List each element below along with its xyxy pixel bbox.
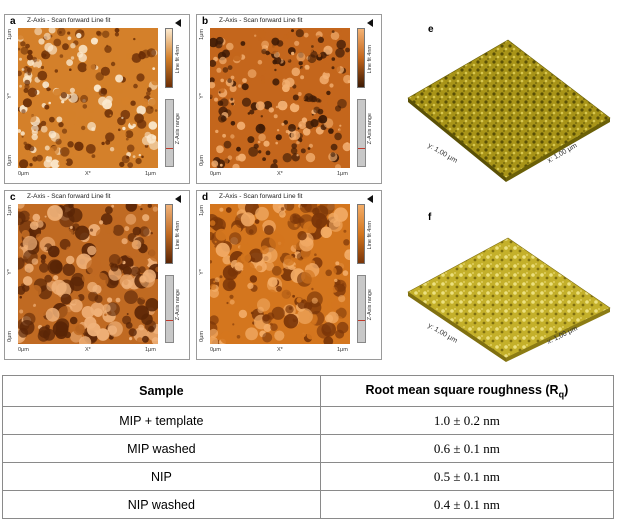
table-row: NIP 0.5 ± 0.1 nm xyxy=(2,462,615,491)
afm-height-map xyxy=(210,204,350,344)
x-tick-left: 0μm xyxy=(18,347,29,353)
sample-cell: MIP washed xyxy=(2,434,321,463)
surface-edge-right xyxy=(506,308,610,362)
x-axis-label: X* xyxy=(277,347,283,353)
color-scale-bar xyxy=(165,28,173,88)
panel-letter: e xyxy=(428,24,434,35)
panel-letter: f xyxy=(428,212,432,223)
triangle-marker-icon xyxy=(367,195,373,203)
z-axis-range-box xyxy=(165,99,174,167)
y-tick-bottom: 0μm xyxy=(199,155,205,166)
sample-cell: NIP washed xyxy=(2,490,321,519)
z-axis-range-box xyxy=(165,275,174,343)
header-roughness: Root mean square roughness (Rq) xyxy=(319,375,615,407)
x-axis-label: X* xyxy=(85,347,91,353)
afm-height-map xyxy=(18,28,158,168)
afm-height-map xyxy=(210,28,350,168)
3d-surface-render xyxy=(407,39,611,182)
y-tick-top: 1μm xyxy=(199,29,205,40)
y-axis-label: Y* xyxy=(199,269,205,275)
surface-edge-left xyxy=(408,292,506,362)
surface-plot-f: f y: 1,00 μm x: 1,00 μm xyxy=(396,200,614,370)
panel-title: Z-Axis - Scan forward Line fit xyxy=(27,193,111,200)
3d-surface-render xyxy=(407,237,611,362)
panel-letter: b xyxy=(202,16,209,27)
sample-cell: MIP + template xyxy=(2,406,321,435)
header-sample: Sample xyxy=(2,375,321,407)
z-axis-range-label: Z-Axis range xyxy=(175,113,181,145)
surface-edge-left xyxy=(408,98,506,182)
header-roughness-close: ) xyxy=(564,382,569,397)
afm-panel-c: c Z-Axis - Scan forward Line fit 1μm Y* … xyxy=(4,190,190,360)
roughness-cell: 0.4 ± 0.1 nm xyxy=(319,490,615,519)
x-tick-right: 1μm xyxy=(337,171,348,177)
surface-face xyxy=(407,39,611,179)
header-roughness-subscript: q xyxy=(558,389,565,400)
y-tick-top: 1μm xyxy=(7,29,13,40)
sample-cell: NIP xyxy=(2,462,321,491)
color-scale-bar xyxy=(165,204,173,264)
color-scale-label: Line fit 4nm xyxy=(175,45,181,74)
y-axis-label: Y* xyxy=(199,93,205,99)
roughness-table: Sample Root mean square roughness (Rq) M… xyxy=(2,375,615,519)
y-axis-label: Y* xyxy=(7,93,13,99)
color-scale-label: Line fit 4nm xyxy=(367,221,373,250)
table-row: MIP + template 1.0 ± 0.2 nm xyxy=(2,406,615,435)
roughness-cell: 0.5 ± 0.1 nm xyxy=(319,462,615,491)
y-axis-label: Y* xyxy=(7,269,13,275)
triangle-marker-icon xyxy=(175,195,181,203)
roughness-cell: 1.0 ± 0.2 nm xyxy=(319,406,615,435)
afm-panel-a: a Z-Axis - Scan forward Line fit 1μm Y* … xyxy=(4,14,190,184)
x-tick-right: 1μm xyxy=(337,347,348,353)
panel-title: Z-Axis - Scan forward Line fit xyxy=(219,17,303,24)
triangle-marker-icon xyxy=(175,19,181,27)
y-tick-top: 1μm xyxy=(199,205,205,216)
x-tick-right: 1μm xyxy=(145,347,156,353)
color-scale-label: Line fit 4nm xyxy=(175,221,181,250)
y-tick-bottom: 0μm xyxy=(7,331,13,342)
panel-letter: c xyxy=(10,192,16,203)
panel-title: Z-Axis - Scan forward Line fit xyxy=(219,193,303,200)
roughness-cell: 0.6 ± 0.1 nm xyxy=(319,434,615,463)
x-tick-left: 0μm xyxy=(210,171,221,177)
afm-height-map xyxy=(18,204,158,344)
afm-panel-d: d Z-Axis - Scan forward Line fit 1μm Y* … xyxy=(196,190,382,360)
color-scale-bar xyxy=(357,204,365,264)
header-roughness-text: Root mean square roughness (R xyxy=(365,382,559,397)
z-axis-range-box xyxy=(357,99,366,167)
surface-plot-e: e y: 1,00 μm x: 1,00 μm xyxy=(396,20,614,195)
surface-edge-right xyxy=(506,118,610,182)
z-axis-range-label: Z-Axis range xyxy=(367,289,373,321)
triangle-marker-icon xyxy=(367,19,373,27)
panel-letter: a xyxy=(10,16,16,27)
afm-panel-b: b Z-Axis - Scan forward Line fit 1μm Y* … xyxy=(196,14,382,184)
z-axis-range-label: Z-Axis range xyxy=(367,113,373,145)
table-row: NIP washed 0.4 ± 0.1 nm xyxy=(2,490,615,519)
z-axis-range-label: Z-Axis range xyxy=(175,289,181,321)
y-tick-bottom: 0μm xyxy=(199,331,205,342)
x-tick-right: 1μm xyxy=(145,171,156,177)
x-tick-left: 0μm xyxy=(18,171,29,177)
panel-title: Z-Axis - Scan forward Line fit xyxy=(27,17,111,24)
surface-face xyxy=(407,237,611,359)
z-axis-range-box xyxy=(357,275,366,343)
panel-letter: d xyxy=(202,192,209,203)
x-axis-label: X* xyxy=(85,171,91,177)
table-header-row: Sample Root mean square roughness (Rq) xyxy=(2,375,615,407)
y-tick-top: 1μm xyxy=(7,205,13,216)
y-tick-bottom: 0μm xyxy=(7,155,13,166)
x-tick-left: 0μm xyxy=(210,347,221,353)
color-scale-bar xyxy=(357,28,365,88)
color-scale-label: Line fit 4nm xyxy=(367,45,373,74)
table-row: MIP washed 0.6 ± 0.1 nm xyxy=(2,434,615,463)
x-axis-label: X* xyxy=(277,171,283,177)
